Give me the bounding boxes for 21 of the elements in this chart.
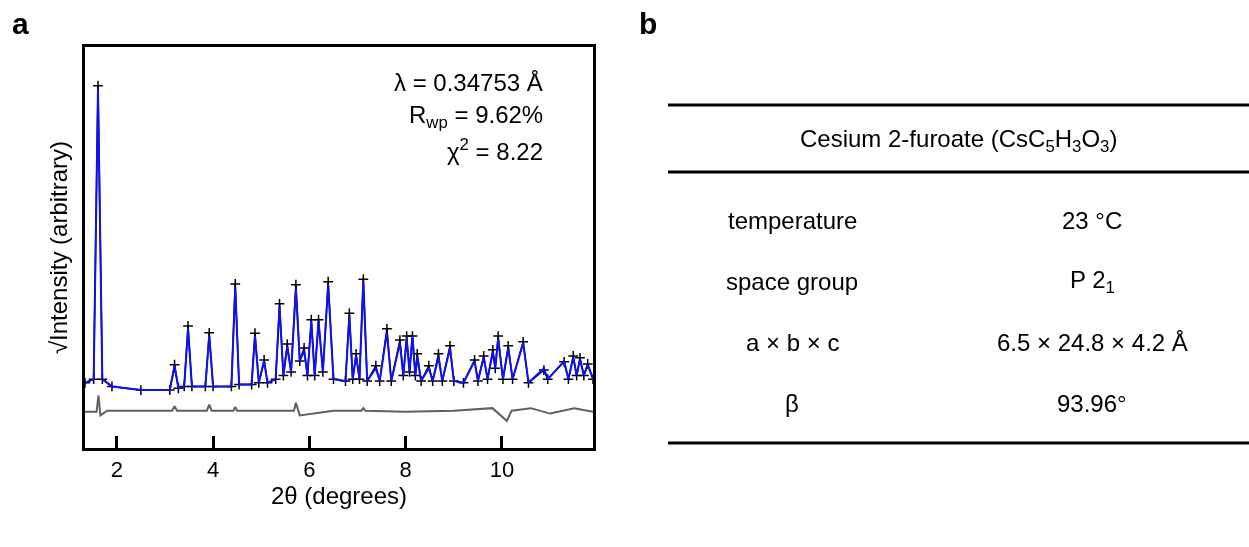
- text: 23 °C: [1062, 207, 1123, 234]
- text: space group: [726, 268, 859, 295]
- text: Cesium 2-furoate (CsC$_{5}$H$_{3}$O$_{3}$): [800, 125, 1118, 157]
- text: b: [639, 7, 658, 40]
- text: β: [785, 390, 799, 417]
- annotation: R$_{wp}$ = 9.62%: [409, 101, 544, 133]
- annotation: λ = 0.34753 Å: [394, 69, 543, 96]
- x-tick-label: 2: [110, 457, 123, 483]
- text: a: [12, 7, 29, 40]
- text: temperature: [728, 207, 858, 234]
- text: P 2$_{1}$: [1070, 266, 1115, 298]
- x-tick-label: 4: [206, 457, 220, 483]
- text: a × b × c: [746, 329, 840, 356]
- y-axis-title: √Intensity (arbitrary): [45, 140, 73, 355]
- x-tick-label: 10: [489, 457, 515, 483]
- x-tick-label: 6: [303, 457, 316, 483]
- x-axis-title: 2θ (degrees): [270, 482, 408, 510]
- text: 6.5 × 24.8 × 4.2 Å: [997, 329, 1188, 356]
- text: 93.96°: [1057, 390, 1127, 417]
- annotation: χ$^{2}$ = 8.22: [447, 135, 544, 166]
- x-tick-label: 8: [399, 457, 412, 483]
